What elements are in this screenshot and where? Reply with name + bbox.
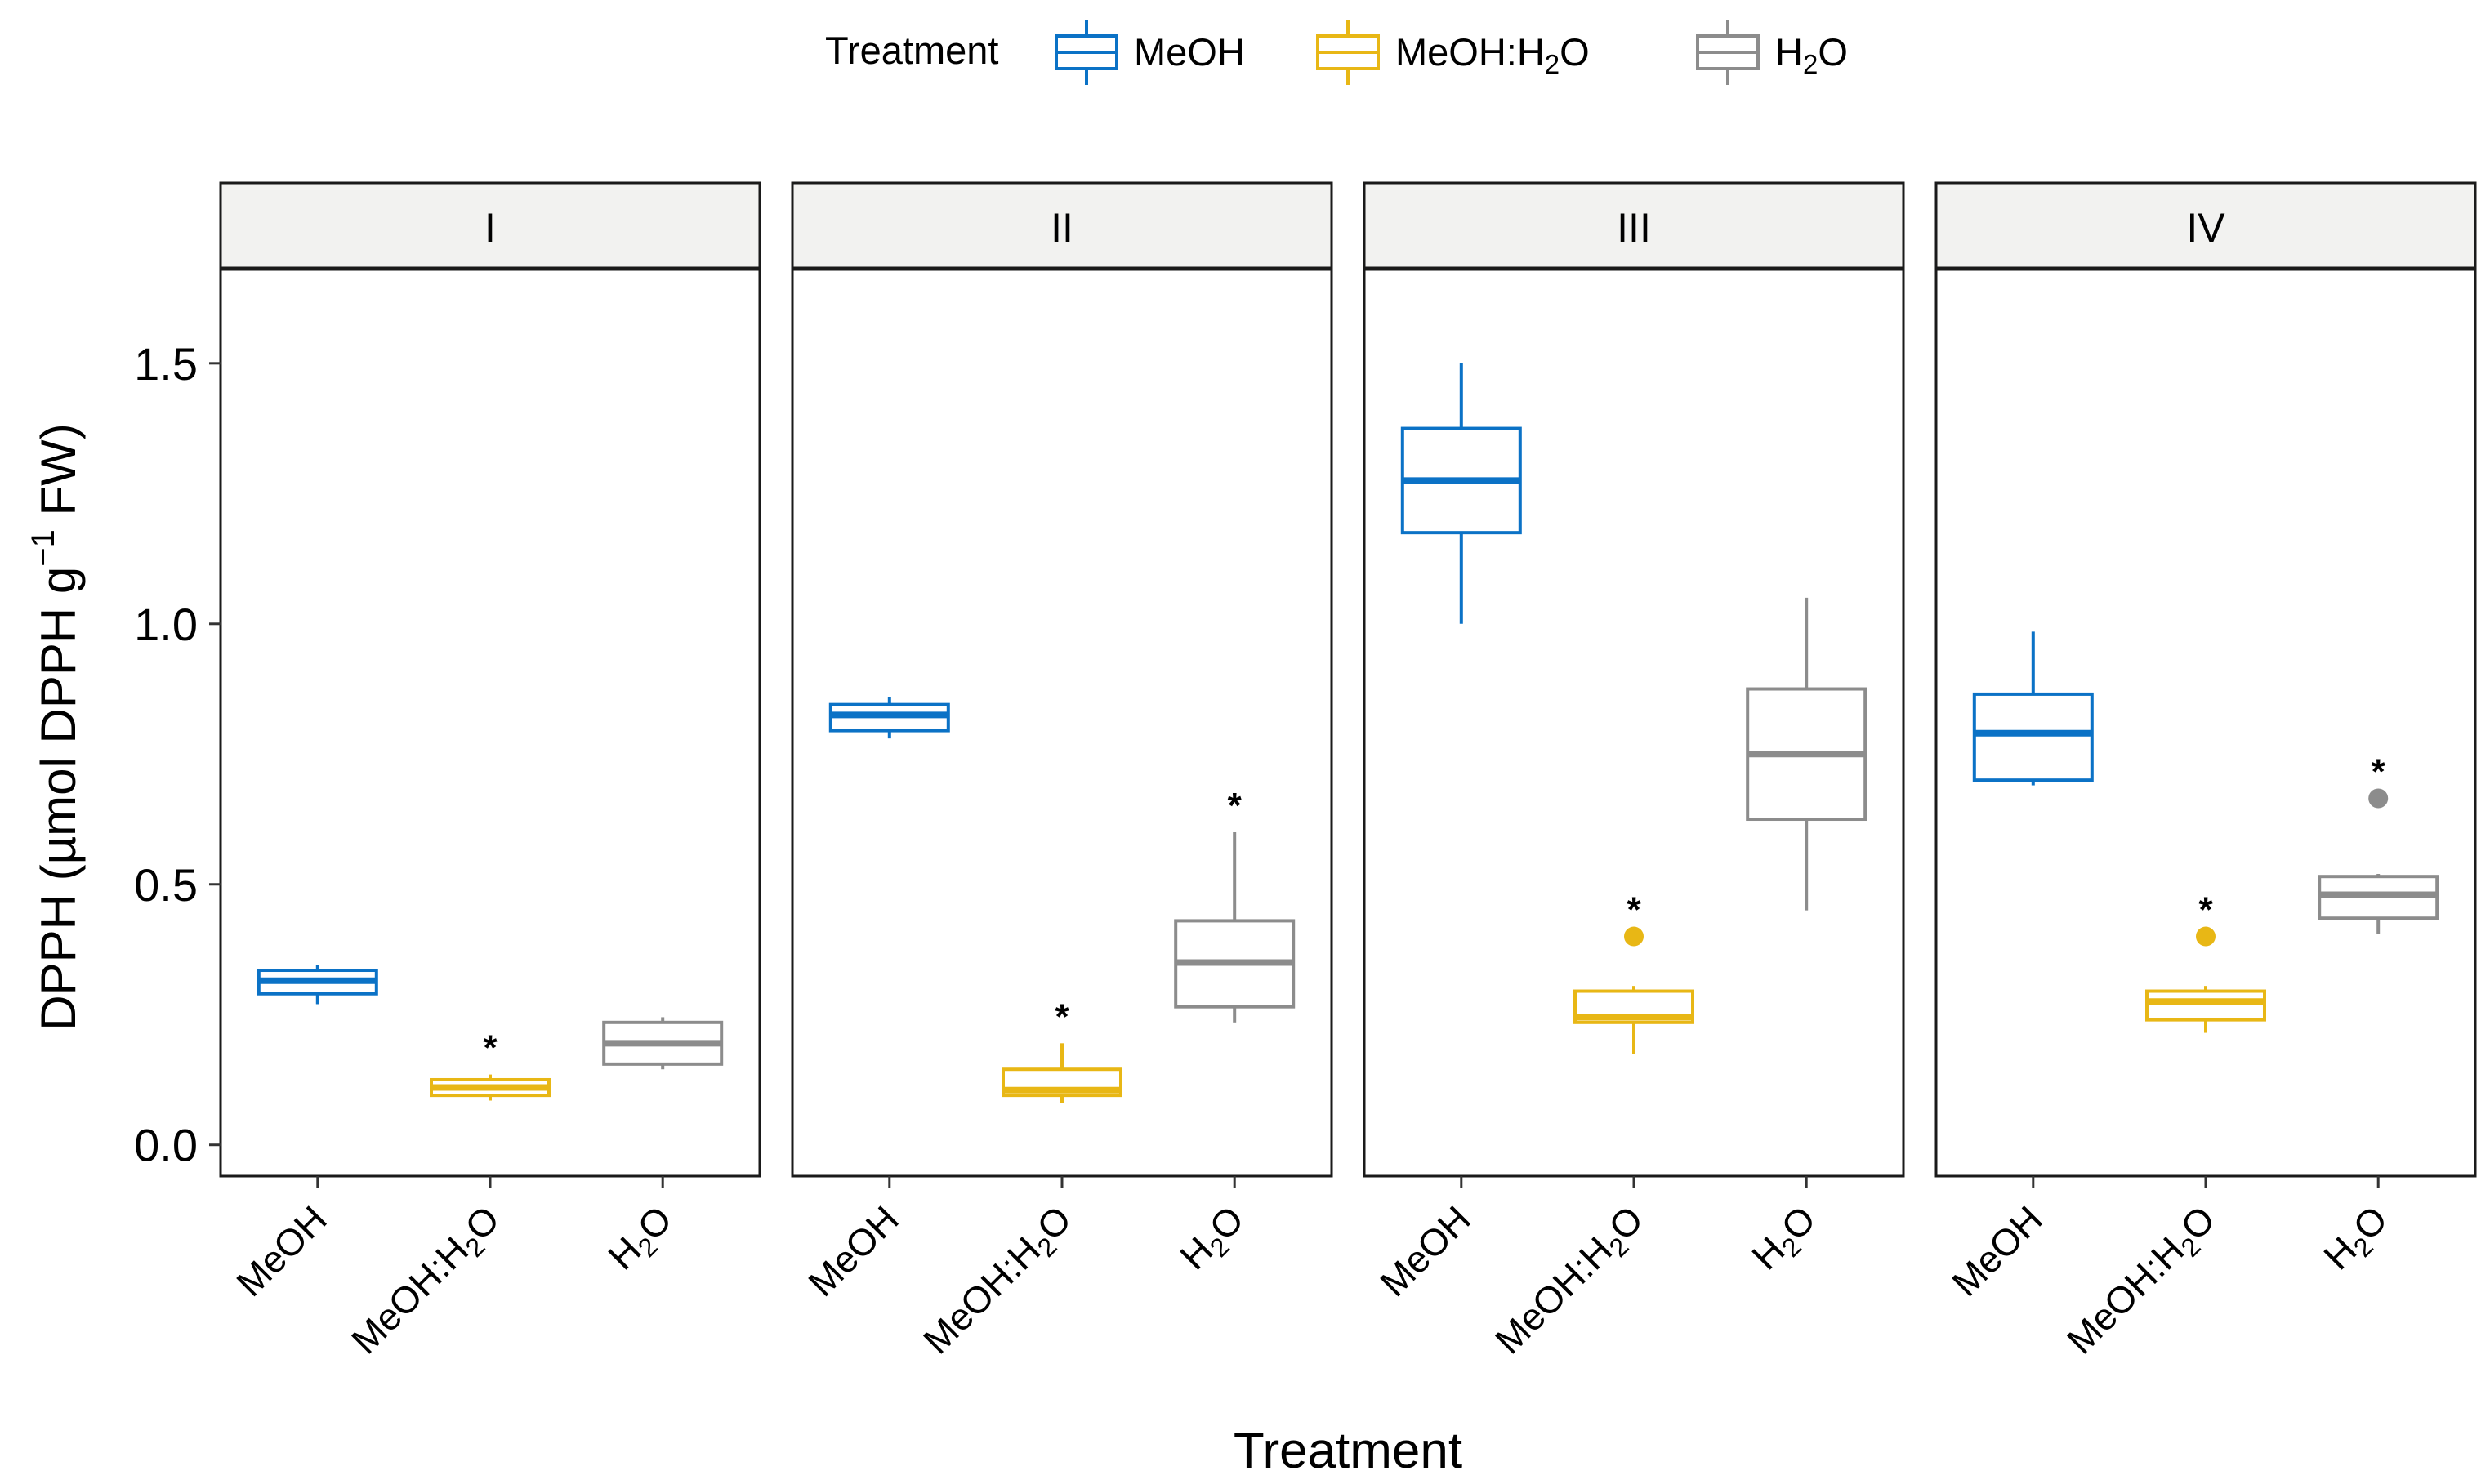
legend-title: Treatment bbox=[825, 29, 998, 72]
panel-iii-strip-label: III bbox=[1617, 205, 1651, 251]
panel-iv-meoh-h2o-boxplot: * bbox=[2145, 890, 2266, 1033]
legend-meoh-label: MeOH bbox=[1134, 30, 1245, 74]
panel-iii-x-tick-label-main: MeOH:H bbox=[1487, 1228, 1620, 1361]
y-axis-title-close-paren: ) bbox=[31, 423, 86, 439]
panel-ii-x-tick-label: H2O bbox=[1171, 1197, 1256, 1281]
panel-i-x-tick-label: MeOH bbox=[228, 1197, 335, 1304]
panel-iv-x-tick-label: MeOH:H2O bbox=[2059, 1197, 2227, 1366]
panel-iv-h2o-outlier bbox=[2368, 788, 2389, 809]
legend-h2o-label-subscript: 2 bbox=[1803, 49, 1818, 79]
y-axis-title-unit: µmol DPPH g bbox=[31, 567, 86, 865]
panel-i-meoh-boxplot bbox=[257, 965, 378, 1005]
panel-iii-meoh-boxplot bbox=[1400, 363, 1522, 624]
y-tick-label: 1.0 bbox=[134, 599, 198, 650]
legend-meoh-label-main: MeOH bbox=[1134, 30, 1245, 74]
legend: Treatment MeOH MeOH:H2O H2O bbox=[825, 20, 1848, 85]
legend-meoh-h2o-label: MeOH:H2O bbox=[1395, 30, 1590, 79]
panel-i: * bbox=[219, 268, 761, 1178]
legend-h2o-label-tail: O bbox=[1818, 30, 1848, 74]
panel-i-x-tick-label-main: MeOH:H bbox=[343, 1228, 476, 1361]
y-tick-label: 1.5 bbox=[134, 338, 198, 390]
panel-ii-strip-label: II bbox=[1051, 205, 1073, 251]
panel-ii: ** bbox=[791, 268, 1333, 1178]
panel-iv-meoh-h2o-outlier bbox=[2196, 926, 2216, 947]
panel-i-x-tick-label-main: MeOH bbox=[228, 1197, 335, 1304]
panel-iii-strip bbox=[1363, 181, 1905, 271]
panel-i-meoh-h2o-significance-marker: * bbox=[483, 1028, 498, 1068]
panel-iii-x-tick-label-main: MeOH bbox=[1372, 1197, 1479, 1304]
panel-ii-x-tick-label-main: MeOH:H bbox=[915, 1228, 1048, 1361]
panel-iii-x-tick-label: MeOH:H2O bbox=[1487, 1197, 1655, 1366]
panel-iii-meoh-h2o-outlier bbox=[1624, 926, 1644, 947]
panel-iv-meoh-h2o-significance-marker: * bbox=[2198, 890, 2213, 930]
y-axis-title-superscript: −1 bbox=[25, 529, 61, 567]
legend-meoh-h2o-label-main: MeOH:H bbox=[1395, 30, 1545, 74]
panel-iv-x-tick-label: H2O bbox=[2315, 1197, 2399, 1281]
panel-i-x-tick-label: MeOH:H2O bbox=[343, 1197, 511, 1366]
panel-iii-x-tick-label: H2O bbox=[1743, 1197, 1827, 1281]
panel-ii-x-tick-label: MeOH:H2O bbox=[915, 1197, 1083, 1366]
y-axis-title-tail: FW bbox=[31, 439, 86, 529]
panel-ii-x-tick-label: MeOH bbox=[800, 1197, 907, 1304]
panel-iv-x-tick-label: MeOH bbox=[1943, 1197, 2050, 1304]
facet-strips: I II III IV bbox=[219, 181, 2477, 273]
panel-ii-h2o-significance-marker: * bbox=[1228, 786, 1243, 826]
panel-iv-meoh-boxplot bbox=[1972, 631, 2094, 786]
legend-h2o-label: H2O bbox=[1775, 30, 1848, 79]
panel-ii-frame bbox=[791, 268, 1333, 1178]
panel-iii-meoh-h2o-significance-marker: * bbox=[1627, 890, 1641, 930]
panel-iv-x-tick-label-main: MeOH bbox=[1943, 1197, 2050, 1304]
panel-ii-meoh-boxplot bbox=[828, 697, 950, 739]
panel-i-strip bbox=[219, 181, 761, 271]
panel-iv-meoh-box bbox=[1972, 692, 2094, 782]
facet-panels: **** ** bbox=[219, 268, 2477, 1178]
panel-i-h2o-boxplot bbox=[602, 1017, 724, 1070]
panel-iv-meoh-h2o-box bbox=[2145, 989, 2266, 1022]
y-tick-label: 0.5 bbox=[134, 859, 198, 911]
panel-iv-x-tick-label-main: MeOH:H bbox=[2059, 1228, 2192, 1361]
panel-iv: ** bbox=[1934, 268, 2477, 1178]
legend-meoh-h2o-label-tail: O bbox=[1560, 30, 1590, 74]
legend-meoh-h2o-label-subscript: 2 bbox=[1545, 49, 1560, 79]
panel-ii-h2o-boxplot: * bbox=[1174, 786, 1296, 1023]
panel-ii-strip bbox=[791, 181, 1333, 271]
panel-i-x-tick-label: H2O bbox=[600, 1197, 684, 1281]
panel-iii-meoh-h2o-boxplot: * bbox=[1573, 890, 1694, 1054]
panel-iv-strip-label: IV bbox=[2186, 205, 2225, 251]
panel-iii-h2o-boxplot bbox=[1746, 597, 1868, 911]
legend-h2o-label-main: H bbox=[1775, 30, 1803, 74]
y-axis: 0.0 0.5 1.0 1.5 DPPH (µmol DPPH g−1 FW) bbox=[25, 338, 221, 1171]
y-axis-title-main: DPPH bbox=[31, 880, 86, 1030]
panel-iv-h2o-significance-marker: * bbox=[2372, 752, 2386, 792]
panel-iv-strip bbox=[1934, 181, 2477, 271]
panel-iii: * bbox=[1363, 268, 1905, 1178]
x-axis-title: Treatment bbox=[1234, 1423, 1462, 1479]
y-tick-label: 0.0 bbox=[134, 1120, 198, 1171]
panel-ii-meoh-h2o-significance-marker: * bbox=[1055, 996, 1069, 1036]
panel-iv-h2o-boxplot: * bbox=[2318, 752, 2439, 934]
panel-ii-meoh-h2o-boxplot: * bbox=[1002, 996, 1122, 1103]
panel-iii-x-tick-label: MeOH bbox=[1372, 1197, 1479, 1304]
panel-i-meoh-h2o-boxplot: * bbox=[430, 1028, 551, 1101]
panel-i-strip-label: I bbox=[484, 205, 496, 251]
y-axis-title: DPPH (µmol DPPH g−1 FW) bbox=[25, 423, 86, 1031]
panel-ii-x-tick-label-main: MeOH bbox=[800, 1197, 907, 1304]
y-axis-title-open-paren: ( bbox=[31, 864, 86, 880]
